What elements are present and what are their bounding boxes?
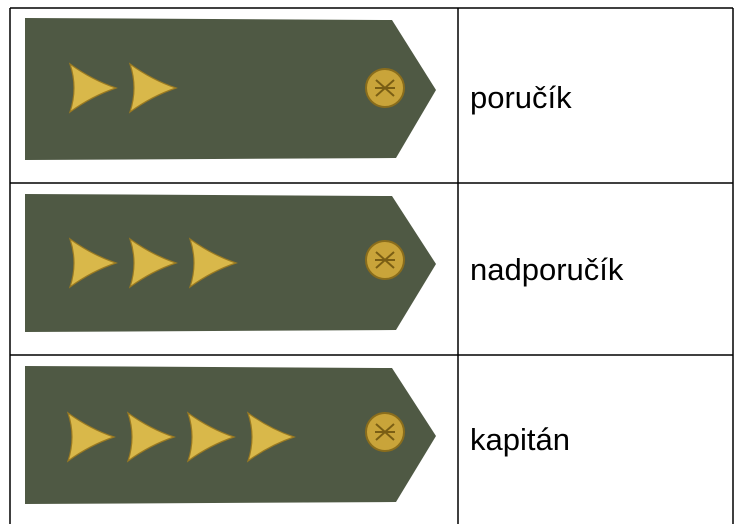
shoulder-board — [25, 194, 436, 332]
shoulder-board — [25, 366, 436, 504]
rank-name: nadporučík — [470, 252, 624, 287]
rank-name: poručík — [470, 80, 572, 115]
shoulder-board — [25, 18, 436, 160]
rank-name: kapitán — [470, 422, 570, 457]
